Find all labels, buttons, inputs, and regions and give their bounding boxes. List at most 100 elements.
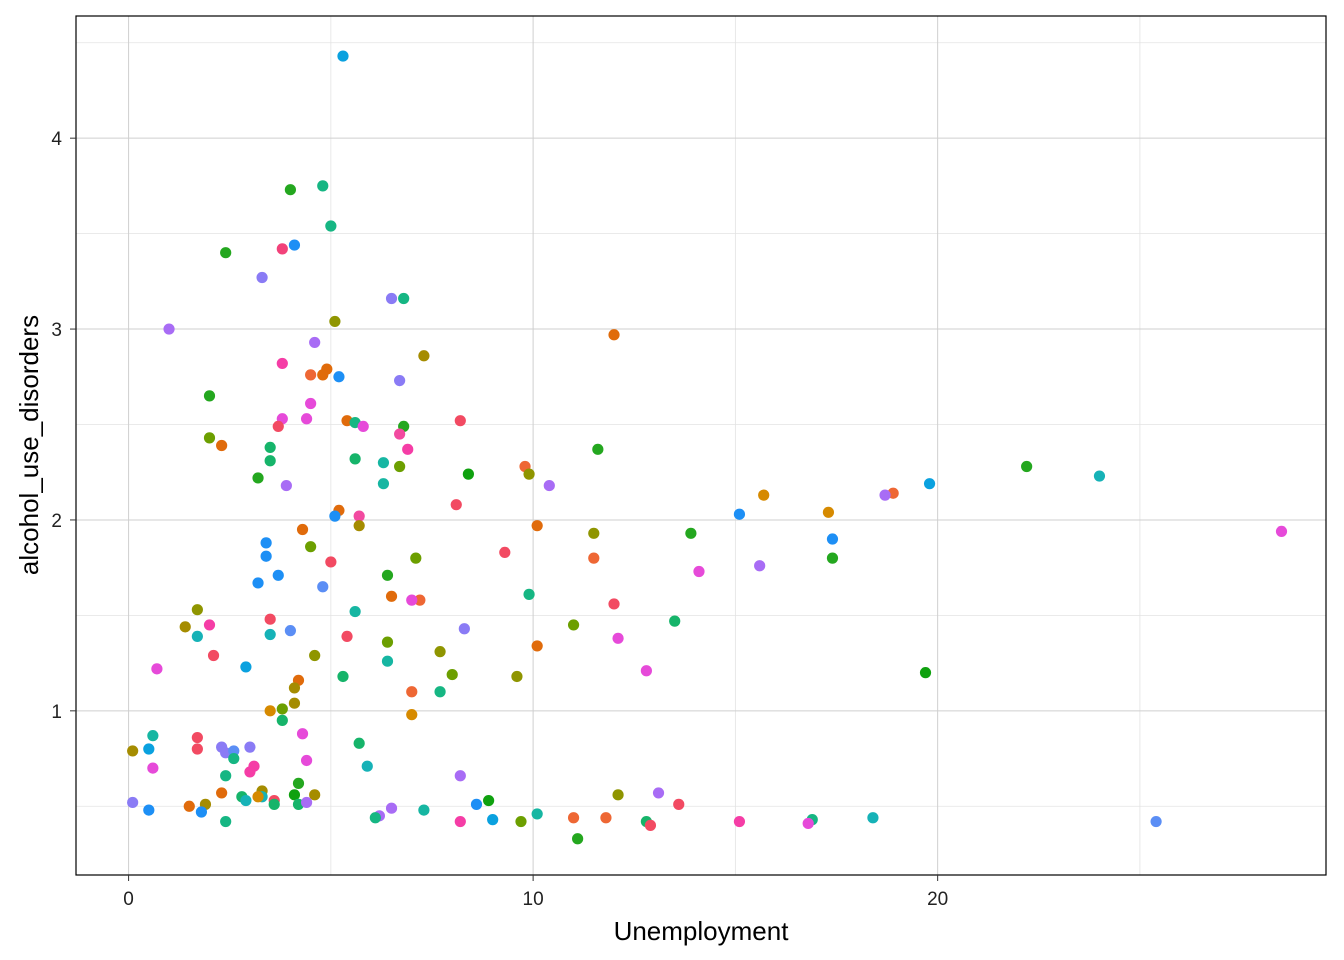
data-point <box>600 812 612 824</box>
data-point <box>309 649 321 662</box>
data-point <box>220 770 232 782</box>
x-tick-label: 20 <box>927 889 948 910</box>
data-point <box>183 800 195 812</box>
data-point <box>608 598 620 610</box>
data-point <box>446 668 458 681</box>
data-point <box>317 369 329 381</box>
data-point <box>567 812 580 824</box>
data-point <box>264 705 276 717</box>
data-point <box>179 621 191 633</box>
data-point <box>669 615 681 627</box>
data-point <box>240 661 252 673</box>
y-axis-title: alcohol_use_disorders <box>14 315 44 575</box>
data-point <box>191 743 203 755</box>
data-point <box>337 50 349 62</box>
data-point <box>325 220 337 232</box>
data-point <box>1093 470 1106 482</box>
data-point <box>276 714 288 726</box>
x-tick-label: 0 <box>123 889 134 910</box>
data-point <box>276 703 288 715</box>
data-point <box>385 292 398 305</box>
data-point <box>357 420 369 433</box>
data-point <box>333 371 345 383</box>
data-point <box>309 336 321 349</box>
data-point <box>377 457 390 469</box>
y-tick-label: 3 <box>51 320 62 341</box>
data-point <box>264 613 276 625</box>
data-point <box>191 731 203 744</box>
x-axis-ticks: 0 10 20 <box>123 875 948 910</box>
data-point <box>240 794 252 807</box>
data-point <box>216 439 228 452</box>
data-point <box>143 743 155 755</box>
data-point <box>260 537 272 549</box>
data-point <box>300 754 313 767</box>
minor-gridlines <box>76 16 1326 875</box>
plot-panel-border <box>75 15 1327 876</box>
data-point <box>264 455 276 467</box>
data-points <box>127 50 1288 845</box>
data-point <box>244 766 256 778</box>
x-tick-label: 10 <box>523 889 544 910</box>
data-point <box>567 619 580 631</box>
data-point <box>252 791 264 803</box>
data-point <box>418 350 430 362</box>
data-point <box>353 510 365 522</box>
data-point <box>826 552 839 564</box>
data-point <box>329 510 341 522</box>
data-point <box>826 533 839 545</box>
data-point <box>450 499 462 511</box>
data-point <box>487 814 499 826</box>
data-point <box>276 357 288 370</box>
data-point <box>543 479 555 492</box>
data-point <box>264 441 276 454</box>
data-point <box>317 180 329 192</box>
data-point <box>309 789 321 801</box>
data-point <box>349 605 361 618</box>
data-point <box>191 604 203 616</box>
data-point <box>260 550 272 562</box>
data-point <box>758 489 770 501</box>
data-point <box>499 546 511 558</box>
data-point <box>191 630 203 642</box>
data-point <box>531 808 543 820</box>
data-point <box>515 815 527 828</box>
data-point <box>288 697 301 709</box>
data-point <box>296 728 309 740</box>
y-axis-ticks: 1 2 3 4 <box>51 129 76 723</box>
data-point <box>531 640 543 652</box>
data-point <box>644 819 657 831</box>
data-point <box>203 432 216 444</box>
data-point <box>305 541 317 553</box>
data-point <box>531 520 543 532</box>
data-point <box>802 817 814 830</box>
data-point <box>207 649 220 662</box>
data-point <box>406 594 418 606</box>
data-point <box>572 833 584 845</box>
data-point <box>127 745 139 757</box>
data-point <box>353 737 365 749</box>
data-point <box>288 239 301 251</box>
data-point <box>228 752 240 765</box>
data-point <box>523 468 535 480</box>
data-point <box>733 508 746 520</box>
data-point <box>410 552 422 564</box>
data-point <box>879 489 891 501</box>
data-point <box>414 594 426 606</box>
data-point <box>127 796 139 809</box>
data-point <box>203 619 216 631</box>
data-point <box>276 243 288 255</box>
data-point <box>1150 815 1162 828</box>
data-point <box>673 798 685 810</box>
data-point <box>612 632 624 644</box>
data-point <box>272 420 284 433</box>
data-point <box>244 741 256 753</box>
data-point <box>284 184 297 196</box>
data-point <box>300 413 313 425</box>
data-point <box>216 787 228 799</box>
data-point <box>470 798 483 810</box>
data-point <box>402 443 414 455</box>
data-point <box>381 569 394 581</box>
data-point <box>867 812 879 824</box>
data-point <box>418 804 430 816</box>
